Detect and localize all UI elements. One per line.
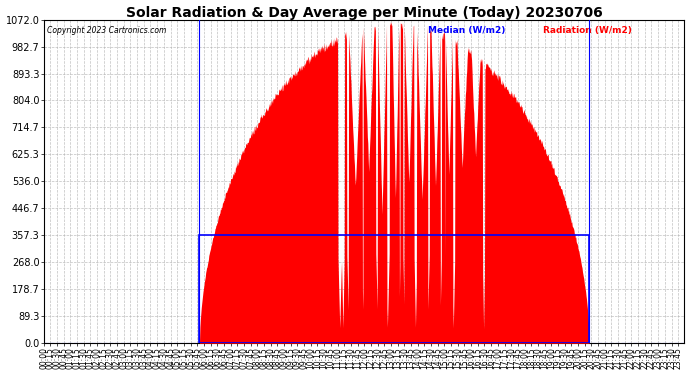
Text: Radiation (W/m2): Radiation (W/m2) (544, 26, 632, 35)
Title: Solar Radiation & Day Average per Minute (Today) 20230706: Solar Radiation & Day Average per Minute… (126, 6, 602, 20)
Text: Copyright 2023 Cartronics.com: Copyright 2023 Cartronics.com (47, 26, 166, 35)
Text: Median (W/m2): Median (W/m2) (428, 26, 506, 35)
Bar (199, 236, 589, 343)
